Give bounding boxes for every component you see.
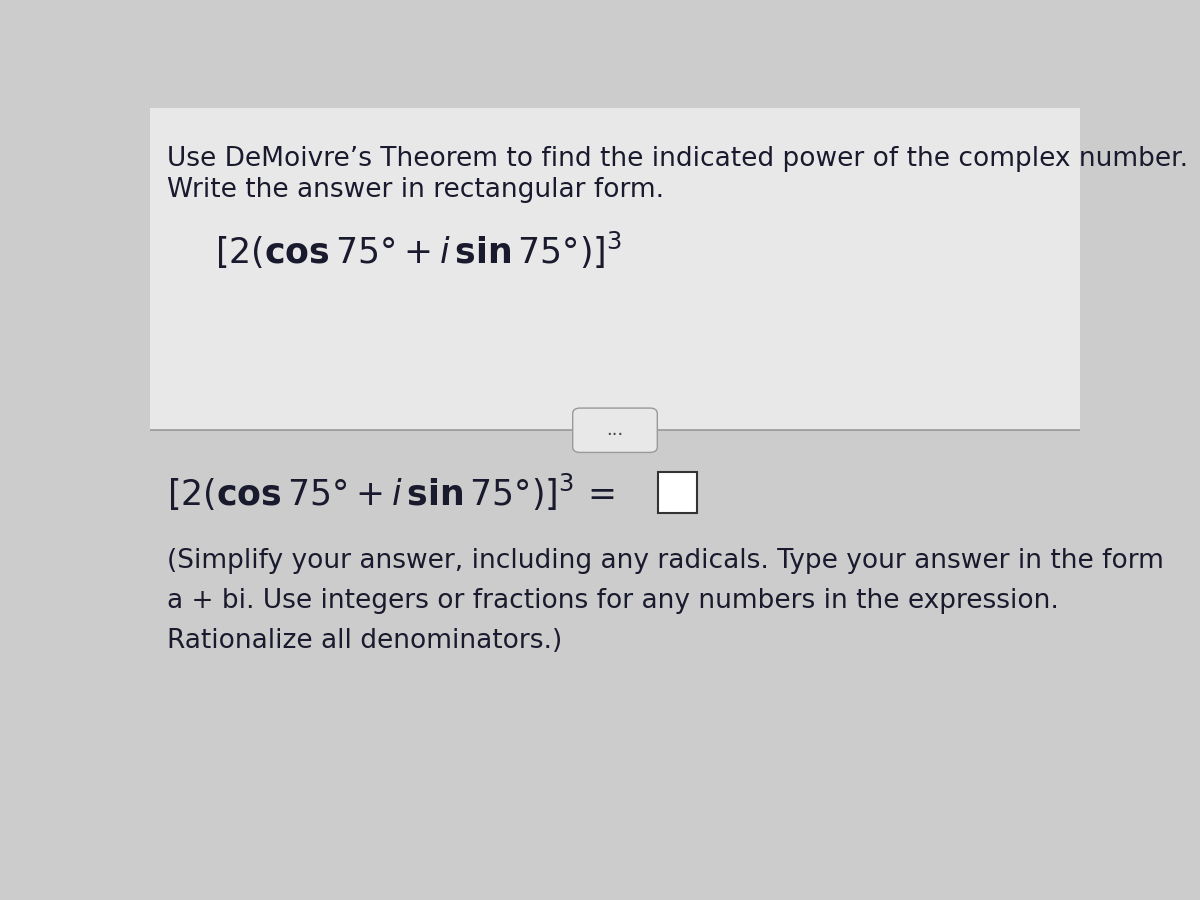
FancyBboxPatch shape — [658, 472, 697, 513]
Text: (Simplify your answer, including any radicals. Type your answer in the form: (Simplify your answer, including any rad… — [167, 548, 1164, 574]
Text: ...: ... — [606, 421, 624, 439]
Text: $[2(\mathbf{cos}\,75°+i\,\mathbf{sin}\,75°)]^3$: $[2(\mathbf{cos}\,75°+i\,\mathbf{sin}\,7… — [215, 230, 622, 271]
Text: Write the answer in rectangular form.: Write the answer in rectangular form. — [167, 177, 664, 203]
FancyBboxPatch shape — [572, 408, 658, 453]
Text: $[2(\mathbf{cos}\,75°+i\,\mathbf{sin}\,75°)]^3\,=$: $[2(\mathbf{cos}\,75°+i\,\mathbf{sin}\,7… — [167, 472, 614, 513]
Text: Use DeMoivre’s Theorem to find the indicated power of the complex number.: Use DeMoivre’s Theorem to find the indic… — [167, 146, 1188, 172]
Text: Rationalize all denominators.): Rationalize all denominators.) — [167, 628, 562, 654]
FancyBboxPatch shape — [150, 108, 1080, 430]
Text: a + bi. Use integers or fractions for any numbers in the expression.: a + bi. Use integers or fractions for an… — [167, 589, 1058, 614]
